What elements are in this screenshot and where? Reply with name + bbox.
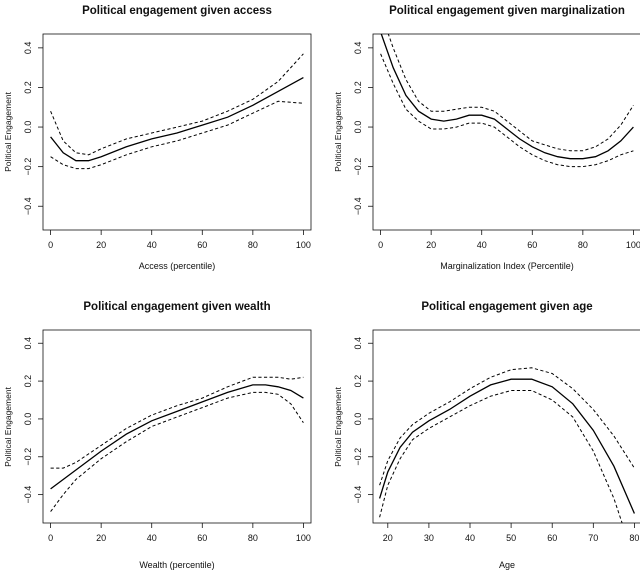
chart-title: Political engagement given age [421, 301, 592, 313]
confidence-bound-upper [387, 34, 634, 152]
x-tick-label: 100 [296, 240, 311, 250]
confidence-bound-lower [379, 390, 623, 523]
x-tick-label: 60 [197, 533, 207, 543]
fitted-curve [50, 384, 304, 490]
plot-area: 0 20 40 60 80 100 −0.4 −0.2 0.0 0.2 0.4 [23, 42, 311, 250]
x-tick-label: 100 [626, 240, 640, 250]
x-tick-label: 0 [48, 240, 53, 250]
x-tick-label: 0 [378, 240, 383, 250]
x-tick-label: 40 [465, 533, 475, 543]
confidence-bound-upper [50, 53, 304, 156]
x-tick-label: 50 [506, 533, 516, 543]
confidence-bound-lower [50, 100, 304, 170]
plot-area: 0 20 40 60 80 100 −0.4 −0.2 0.0 0.2 0.4 [23, 337, 311, 543]
y-tick-label: 0.0 [353, 413, 363, 426]
plot-frame [372, 329, 640, 524]
x-axis-label: Wealth (percentile) [139, 560, 214, 570]
panel-access: Political engagement given access 0 20 40 6… [3, 5, 312, 271]
x-tick-label: 0 [48, 533, 53, 543]
x-tick-label: 40 [147, 533, 157, 543]
y-axis-label: Political Engagement [333, 386, 343, 466]
x-tick-label: 20 [383, 533, 393, 543]
confidence-bound-upper [50, 376, 304, 469]
x-tick-label: 80 [629, 533, 639, 543]
y-tick-label: 0.4 [23, 42, 33, 55]
y-tick-label: −0.4 [23, 486, 33, 504]
panel-age: Political engagement given age 20 30 40 50 6… [333, 301, 640, 570]
x-tick-label: 30 [424, 533, 434, 543]
fitted-curve [378, 378, 635, 514]
fitted-curve [380, 34, 634, 160]
x-tick-label: 80 [248, 240, 258, 250]
x-tick-label: 70 [588, 533, 598, 543]
x-tick-label: 20 [426, 240, 436, 250]
x-axis-label: Marginalization Index (Percentile) [440, 261, 574, 271]
x-tick-label: 60 [197, 240, 207, 250]
y-tick-label: −0.4 [353, 486, 363, 504]
plot-frame [42, 33, 312, 231]
plot-area: 0 20 40 60 80 100 −0.4 −0.2 0.0 0.2 0.4 [353, 34, 640, 250]
plot-area: 20 30 40 50 60 70 80 −0.4 −0.2 0.0 0.2 0.4 [353, 337, 639, 543]
y-axis-label: Political Engagement [333, 91, 343, 171]
y-tick-label: 0.2 [23, 375, 33, 388]
confidence-bound-lower [380, 53, 634, 168]
panel-marginalization: Political engagement given marginalizati… [333, 5, 640, 271]
chart-title: Political engagement given marginalizati… [389, 5, 625, 17]
x-tick-label: 80 [578, 240, 588, 250]
y-tick-label: 0.0 [23, 121, 33, 134]
y-tick-label: 0.4 [353, 337, 363, 350]
plot-frame [42, 329, 312, 524]
y-tick-label: −0.4 [23, 197, 33, 215]
y-tick-label: 0.2 [23, 81, 33, 94]
chart-title: Political engagement given wealth [83, 301, 270, 313]
y-tick-label: 0.2 [353, 81, 363, 94]
x-tick-label: 20 [96, 240, 106, 250]
x-tick-label: 100 [296, 533, 311, 543]
x-tick-label: 20 [96, 533, 106, 543]
confidence-bound-upper [379, 367, 635, 486]
x-axis-label: Age [499, 560, 515, 570]
y-tick-label: 0.0 [23, 413, 33, 426]
chart-title: Political engagement given access [82, 5, 272, 17]
x-tick-label: 80 [248, 533, 258, 543]
y-tick-label: 0.4 [23, 337, 33, 350]
y-tick-label: 0.0 [353, 121, 363, 134]
y-tick-label: 0.2 [353, 375, 363, 388]
y-tick-label: −0.2 [353, 448, 363, 466]
y-tick-label: −0.2 [23, 158, 33, 176]
y-tick-label: −0.2 [23, 448, 33, 466]
x-tick-label: 40 [477, 240, 487, 250]
x-tick-label: 60 [547, 533, 557, 543]
x-tick-label: 60 [527, 240, 537, 250]
fitted-curve [50, 77, 304, 162]
x-tick-label: 40 [147, 240, 157, 250]
y-tick-label: −0.4 [353, 197, 363, 215]
confidence-bound-lower [50, 391, 304, 512]
y-tick-label: 0.4 [353, 42, 363, 55]
y-tick-label: −0.2 [353, 158, 363, 176]
y-axis-label: Political Engagement [3, 91, 13, 171]
y-axis-label: Political Engagement [3, 386, 13, 466]
panel-wealth: Political engagement given wealth 0 20 40 6… [3, 301, 312, 570]
x-axis-label: Access (percentile) [139, 261, 216, 271]
plot-frame [372, 33, 640, 231]
